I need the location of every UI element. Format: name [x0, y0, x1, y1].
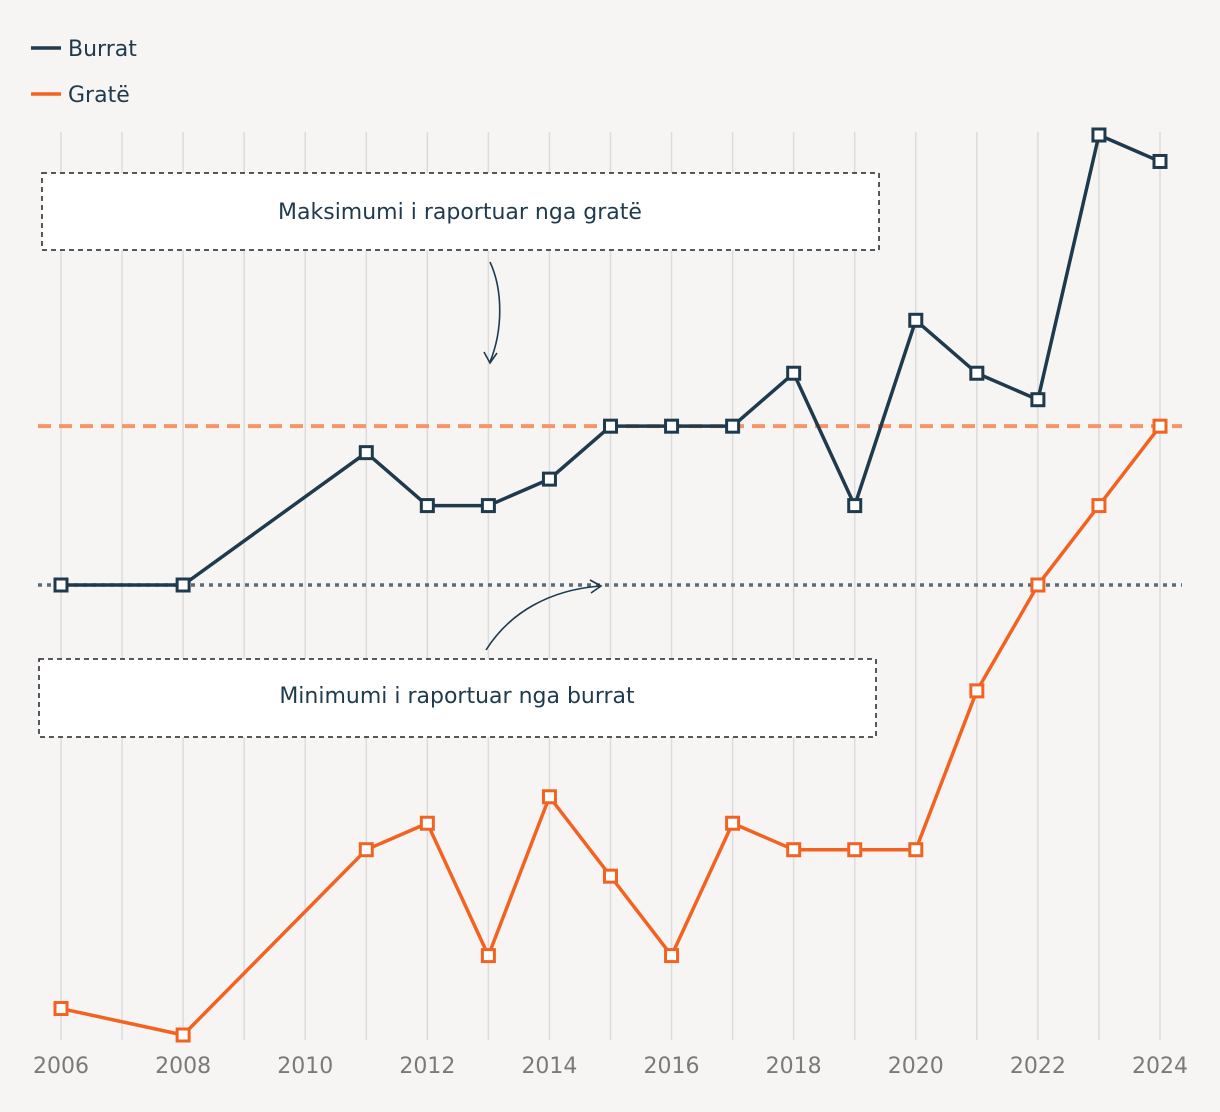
- x-tick-label-2018: 2018: [766, 1054, 822, 1079]
- point-grate-2024: [1152, 418, 1168, 434]
- point-grate-2011: [358, 842, 374, 858]
- annotation-min-box: [38, 658, 877, 738]
- point-burrat-2008: [175, 577, 191, 593]
- series-line-burrat: [61, 133, 1161, 587]
- point-grate-2019: [847, 842, 863, 858]
- point-burrat-2015: [603, 418, 618, 434]
- annotation-max-box: [41, 172, 880, 251]
- x-tick-label-2006: 2006: [33, 1054, 89, 1079]
- annotation-max-arrow: [489, 261, 501, 363]
- point-burrat-2022: [1030, 392, 1046, 408]
- legend-label-burrat: Burrat: [68, 37, 137, 62]
- series: [53, 127, 1168, 1043]
- point-grate-2015: [603, 868, 618, 884]
- point-burrat-2013: [480, 498, 496, 514]
- point-grate-2013: [480, 948, 496, 964]
- point-grate-2023: [1091, 498, 1107, 514]
- point-grate-2022: [1030, 577, 1046, 593]
- point-burrat-2017: [725, 418, 741, 434]
- point-burrat-2021: [969, 365, 985, 381]
- x-tick-label-2016: 2016: [644, 1054, 700, 1079]
- point-burrat-2020: [908, 312, 924, 328]
- point-burrat-2019: [847, 498, 863, 514]
- point-grate-2016: [664, 948, 680, 964]
- annotation-min-arrowhead: [589, 579, 603, 594]
- point-grate-2012: [419, 815, 435, 831]
- point-burrat-2012: [419, 498, 435, 514]
- annotation-max: Maksimumi i raportuar nga gratë: [41, 172, 880, 365]
- x-axis-ticks: 2006 2008 2010 2012 2014 2016 2018 2020 2022 2024: [33, 1054, 1188, 1079]
- x-tick-label-2024: 2024: [1132, 1054, 1188, 1079]
- series-line-grate: [60, 425, 1162, 1037]
- annotation-min-text: Minimumi i raportuar nga burrat: [279, 684, 635, 709]
- point-grate-2008: [175, 1027, 191, 1043]
- point-burrat-2006: [53, 577, 69, 593]
- point-grate-2018: [786, 842, 802, 858]
- legend: Burrat Gratë: [31, 37, 137, 108]
- point-grate-2014: [541, 789, 557, 805]
- annotation-min: Minimumi i raportuar nga burrat: [38, 579, 877, 738]
- point-burrat-2024: [1152, 153, 1168, 169]
- point-burrat-2011: [358, 445, 374, 461]
- point-grate-2006: [53, 1001, 69, 1017]
- point-grate-2017: [725, 815, 741, 831]
- x-tick-label-2008: 2008: [155, 1054, 211, 1079]
- legend-label-grate: Gratë: [68, 83, 130, 108]
- x-tick-label-2010: 2010: [277, 1054, 333, 1079]
- annotation-min-arrow: [485, 585, 601, 651]
- point-grate-2020: [908, 842, 924, 858]
- point-grate-2021: [969, 683, 985, 699]
- x-tick-label-2014: 2014: [521, 1054, 577, 1079]
- annotation-max-arrowhead: [483, 351, 498, 365]
- annotation-max-text: Maksimumi i raportuar nga gratë: [278, 200, 642, 225]
- point-burrat-2023: [1091, 127, 1107, 143]
- point-burrat-2016: [664, 418, 680, 434]
- x-tick-label-2012: 2012: [399, 1054, 455, 1079]
- point-burrat-2014: [541, 471, 557, 487]
- x-tick-label-2022: 2022: [1010, 1054, 1066, 1079]
- point-burrat-2018: [786, 365, 802, 381]
- x-tick-label-2020: 2020: [888, 1054, 944, 1079]
